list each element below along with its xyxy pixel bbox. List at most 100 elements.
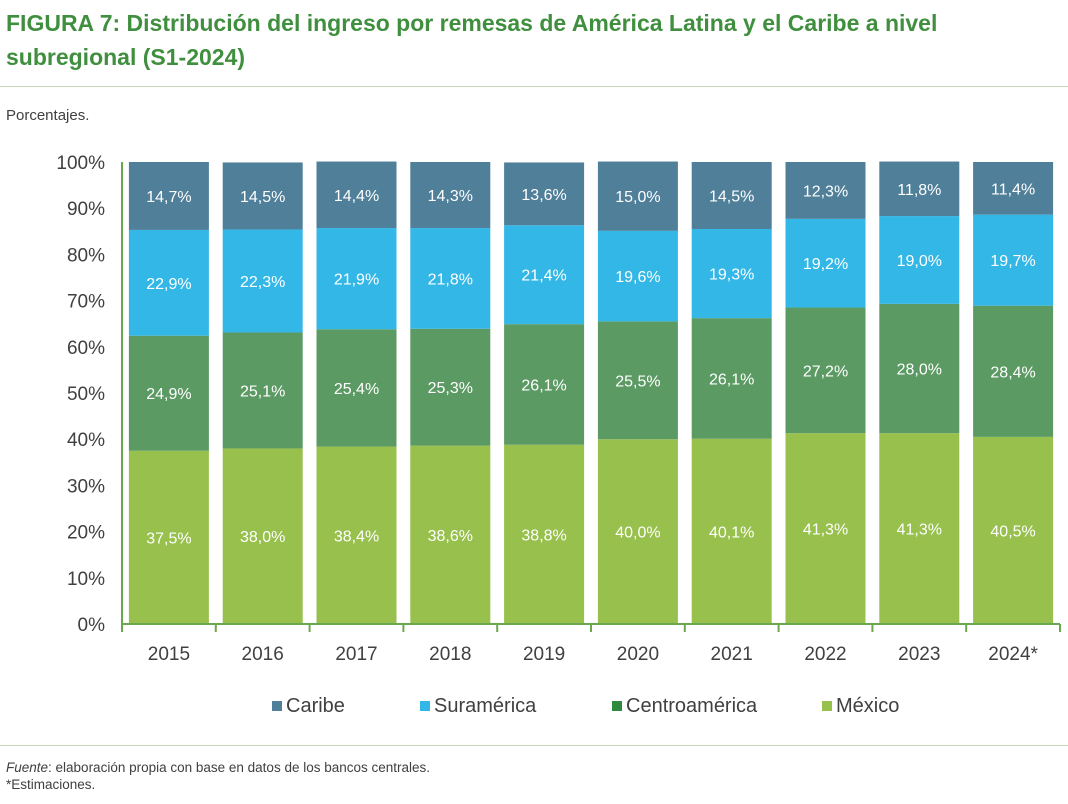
legend-label: Suramérica [434, 695, 537, 717]
data-label: 25,3% [428, 380, 473, 397]
bar-segment-centroamrica-2021 [691, 318, 772, 439]
data-label: 19,2% [803, 256, 848, 273]
bar-segment-suramrica-2016 [222, 229, 303, 333]
bar-segment-suramrica-2023 [879, 216, 960, 304]
bar-segment-mxico-2024 [973, 436, 1054, 624]
bar-segment-centroamrica-2016 [222, 332, 303, 449]
data-label: 26,1% [521, 377, 566, 394]
x-tick-label: 2022 [804, 644, 846, 665]
source-text: : elaboración propia con base en datos d… [48, 760, 431, 775]
bar-segment-centroamrica-2023 [879, 303, 960, 434]
x-tick-label: 2024* [988, 644, 1038, 665]
bar-segment-suramrica-2018 [410, 228, 491, 329]
bar-segment-suramrica-2020 [597, 230, 678, 322]
legend-swatch-suramrica [420, 701, 430, 711]
data-label: 28,4% [990, 364, 1035, 381]
chart-title: FIGURA 7: Distribución del ingreso por r… [6, 10, 938, 70]
y-tick-label: 60% [67, 338, 105, 359]
bar-segment-mxico-2015 [128, 450, 209, 624]
legend-label: Centroamérica [626, 695, 758, 717]
x-tick-label: 2018 [429, 644, 471, 665]
x-tick-label: 2019 [523, 644, 565, 665]
data-label: 25,4% [334, 381, 379, 398]
data-label: 37,5% [146, 530, 191, 547]
x-tick-label: 2020 [617, 644, 659, 665]
bar-segment-caribe-2023 [879, 161, 960, 217]
data-label: 28,0% [897, 362, 942, 379]
data-label: 24,9% [146, 386, 191, 403]
data-label: 21,4% [521, 268, 566, 285]
bar-segment-caribe-2024 [973, 162, 1054, 215]
data-label: 11,8% [897, 182, 941, 199]
data-label: 27,2% [803, 363, 848, 380]
data-label: 14,5% [709, 188, 754, 205]
footer-divider [0, 745, 1068, 746]
bar-segment-caribe-2021 [691, 162, 772, 229]
data-label: 12,3% [803, 183, 848, 200]
data-label: 41,3% [803, 522, 848, 539]
bar-segment-centroamrica-2015 [128, 335, 209, 451]
y-tick-label: 10% [67, 569, 105, 590]
bar-segment-caribe-2022 [785, 162, 866, 219]
y-tick-label: 40% [67, 430, 105, 451]
data-label: 19,6% [615, 269, 660, 286]
data-label: 38,0% [240, 529, 285, 546]
data-label: 40,1% [709, 524, 754, 541]
x-tick-label: 2016 [242, 644, 284, 665]
y-tick-label: 50% [67, 384, 105, 405]
bar-segment-suramrica-2024 [973, 214, 1054, 306]
bar-segment-centroamrica-2017 [316, 329, 397, 447]
data-label: 21,8% [428, 271, 473, 288]
data-label: 40,0% [615, 525, 660, 542]
legend-swatch-mxico [822, 701, 832, 711]
source-label: Fuente [6, 760, 49, 775]
y-tick-label: 80% [67, 245, 105, 266]
legend-swatch-centroamrica [612, 701, 622, 711]
y-tick-label: 30% [67, 476, 105, 497]
bar-segment-centroamrica-2020 [597, 321, 678, 440]
bar-segment-centroamrica-2022 [785, 307, 866, 434]
y-tick-label: 20% [67, 523, 105, 544]
bar-segment-suramrica-2017 [316, 228, 397, 330]
bar-segment-mxico-2017 [316, 446, 397, 624]
bar-segment-caribe-2015 [128, 162, 209, 230]
bar-segment-mxico-2021 [691, 438, 772, 624]
data-label: 14,4% [334, 188, 379, 205]
bar-segment-mxico-2020 [597, 439, 678, 624]
title-divider [0, 86, 1068, 87]
bar-segment-suramrica-2021 [691, 228, 772, 319]
data-label: 14,5% [240, 189, 285, 206]
x-tick-label: 2023 [898, 644, 940, 665]
x-tick-label: 2017 [335, 644, 377, 665]
bar-segment-mxico-2019 [504, 444, 585, 624]
bar-segment-mxico-2018 [410, 445, 491, 624]
legend-swatch-caribe [272, 701, 282, 711]
bar-segment-mxico-2023 [879, 433, 960, 624]
data-label: 22,9% [146, 276, 191, 293]
data-label: 38,6% [428, 528, 473, 545]
y-tick-label: 0% [78, 615, 106, 636]
bar-segment-caribe-2020 [597, 161, 678, 231]
estimates-note: *Estimaciones. [6, 777, 96, 792]
data-label: 11,4% [991, 181, 1035, 198]
data-label: 14,3% [428, 188, 473, 205]
data-label: 38,8% [521, 527, 566, 544]
data-label: 21,9% [334, 272, 379, 289]
data-label: 13,6% [521, 187, 566, 204]
y-tick-label: 70% [67, 292, 105, 313]
bar-segment-suramrica-2015 [128, 229, 209, 336]
legend-label: México [836, 695, 899, 717]
chart-subtitle: Porcentajes. [6, 107, 90, 124]
legend-label: Caribe [286, 695, 345, 717]
bar-segment-centroamrica-2024 [973, 305, 1054, 437]
data-label: 25,1% [240, 383, 285, 400]
data-label: 15,0% [615, 189, 660, 206]
bar-segment-mxico-2016 [222, 448, 303, 624]
bar-segment-suramrica-2019 [504, 225, 585, 325]
data-label: 19,3% [709, 267, 754, 284]
data-label: 22,3% [240, 274, 285, 291]
data-label: 25,5% [615, 373, 660, 390]
data-label: 41,3% [897, 522, 942, 539]
bar-segment-centroamrica-2018 [410, 328, 491, 446]
data-label: 14,7% [146, 189, 191, 206]
